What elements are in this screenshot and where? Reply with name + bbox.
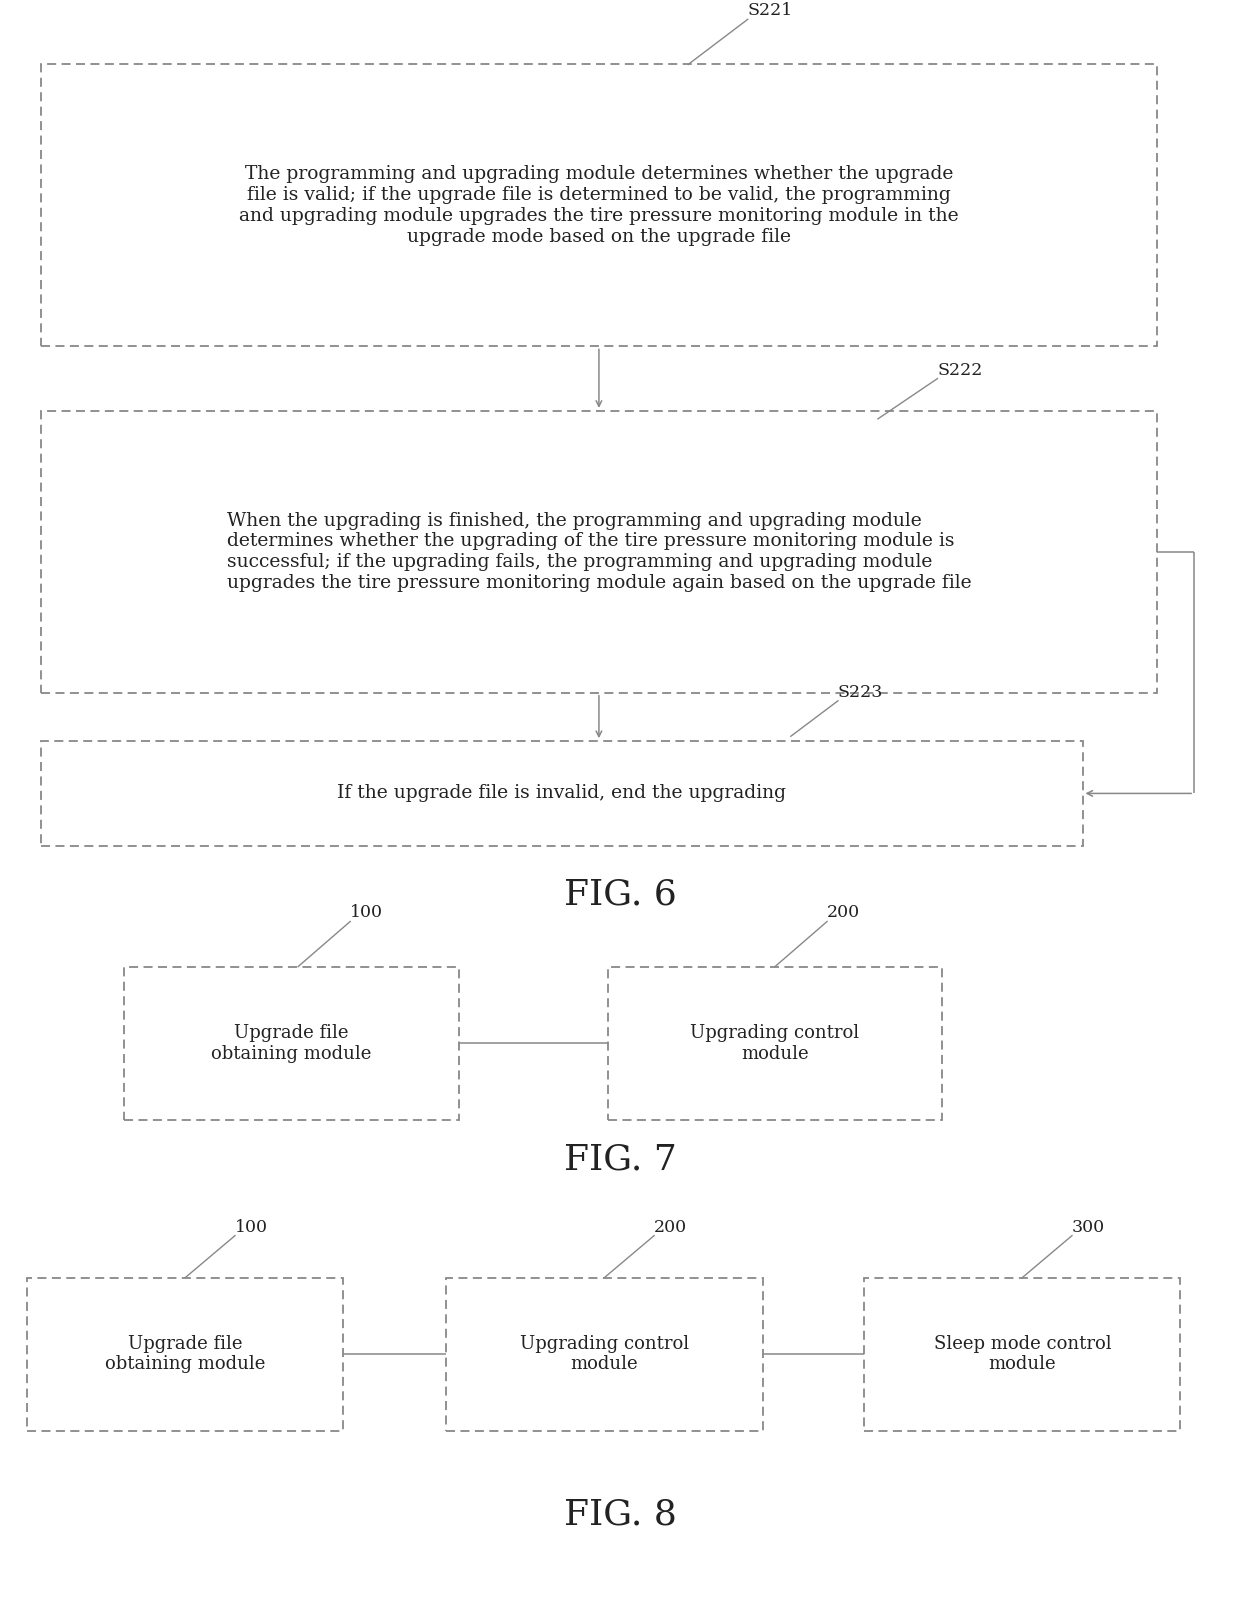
Text: Upgrading control
module: Upgrading control module xyxy=(691,1023,859,1063)
Text: Upgrading control
module: Upgrading control module xyxy=(520,1334,689,1374)
Text: FIG. 8: FIG. 8 xyxy=(563,1497,677,1532)
Bar xyxy=(864,1278,1180,1431)
Text: Upgrade file
obtaining module: Upgrade file obtaining module xyxy=(105,1334,265,1374)
Text: Sleep mode control
module: Sleep mode control module xyxy=(934,1334,1111,1374)
Text: FIG. 6: FIG. 6 xyxy=(564,876,676,912)
Bar xyxy=(41,411,1157,693)
Text: 200: 200 xyxy=(655,1218,687,1236)
Bar xyxy=(608,967,942,1120)
Text: 300: 300 xyxy=(1071,1218,1105,1236)
Text: 100: 100 xyxy=(236,1218,268,1236)
Bar xyxy=(27,1278,343,1431)
Text: S222: S222 xyxy=(937,361,983,379)
Text: The programming and upgrading module determines whether the upgrade
file is vali: The programming and upgrading module det… xyxy=(239,166,959,245)
Bar xyxy=(41,64,1157,346)
Bar xyxy=(446,1278,763,1431)
Bar xyxy=(124,967,459,1120)
Text: If the upgrade file is invalid, end the upgrading: If the upgrade file is invalid, end the … xyxy=(337,785,786,802)
Text: Upgrade file
obtaining module: Upgrade file obtaining module xyxy=(211,1023,372,1063)
Bar xyxy=(41,741,1083,846)
Text: 200: 200 xyxy=(827,904,861,921)
Text: 100: 100 xyxy=(350,904,383,921)
Text: S221: S221 xyxy=(748,2,792,19)
Text: S223: S223 xyxy=(838,683,883,701)
Text: FIG. 7: FIG. 7 xyxy=(564,1142,676,1178)
Text: When the upgrading is finished, the programming and upgrading module
determines : When the upgrading is finished, the prog… xyxy=(227,512,971,591)
